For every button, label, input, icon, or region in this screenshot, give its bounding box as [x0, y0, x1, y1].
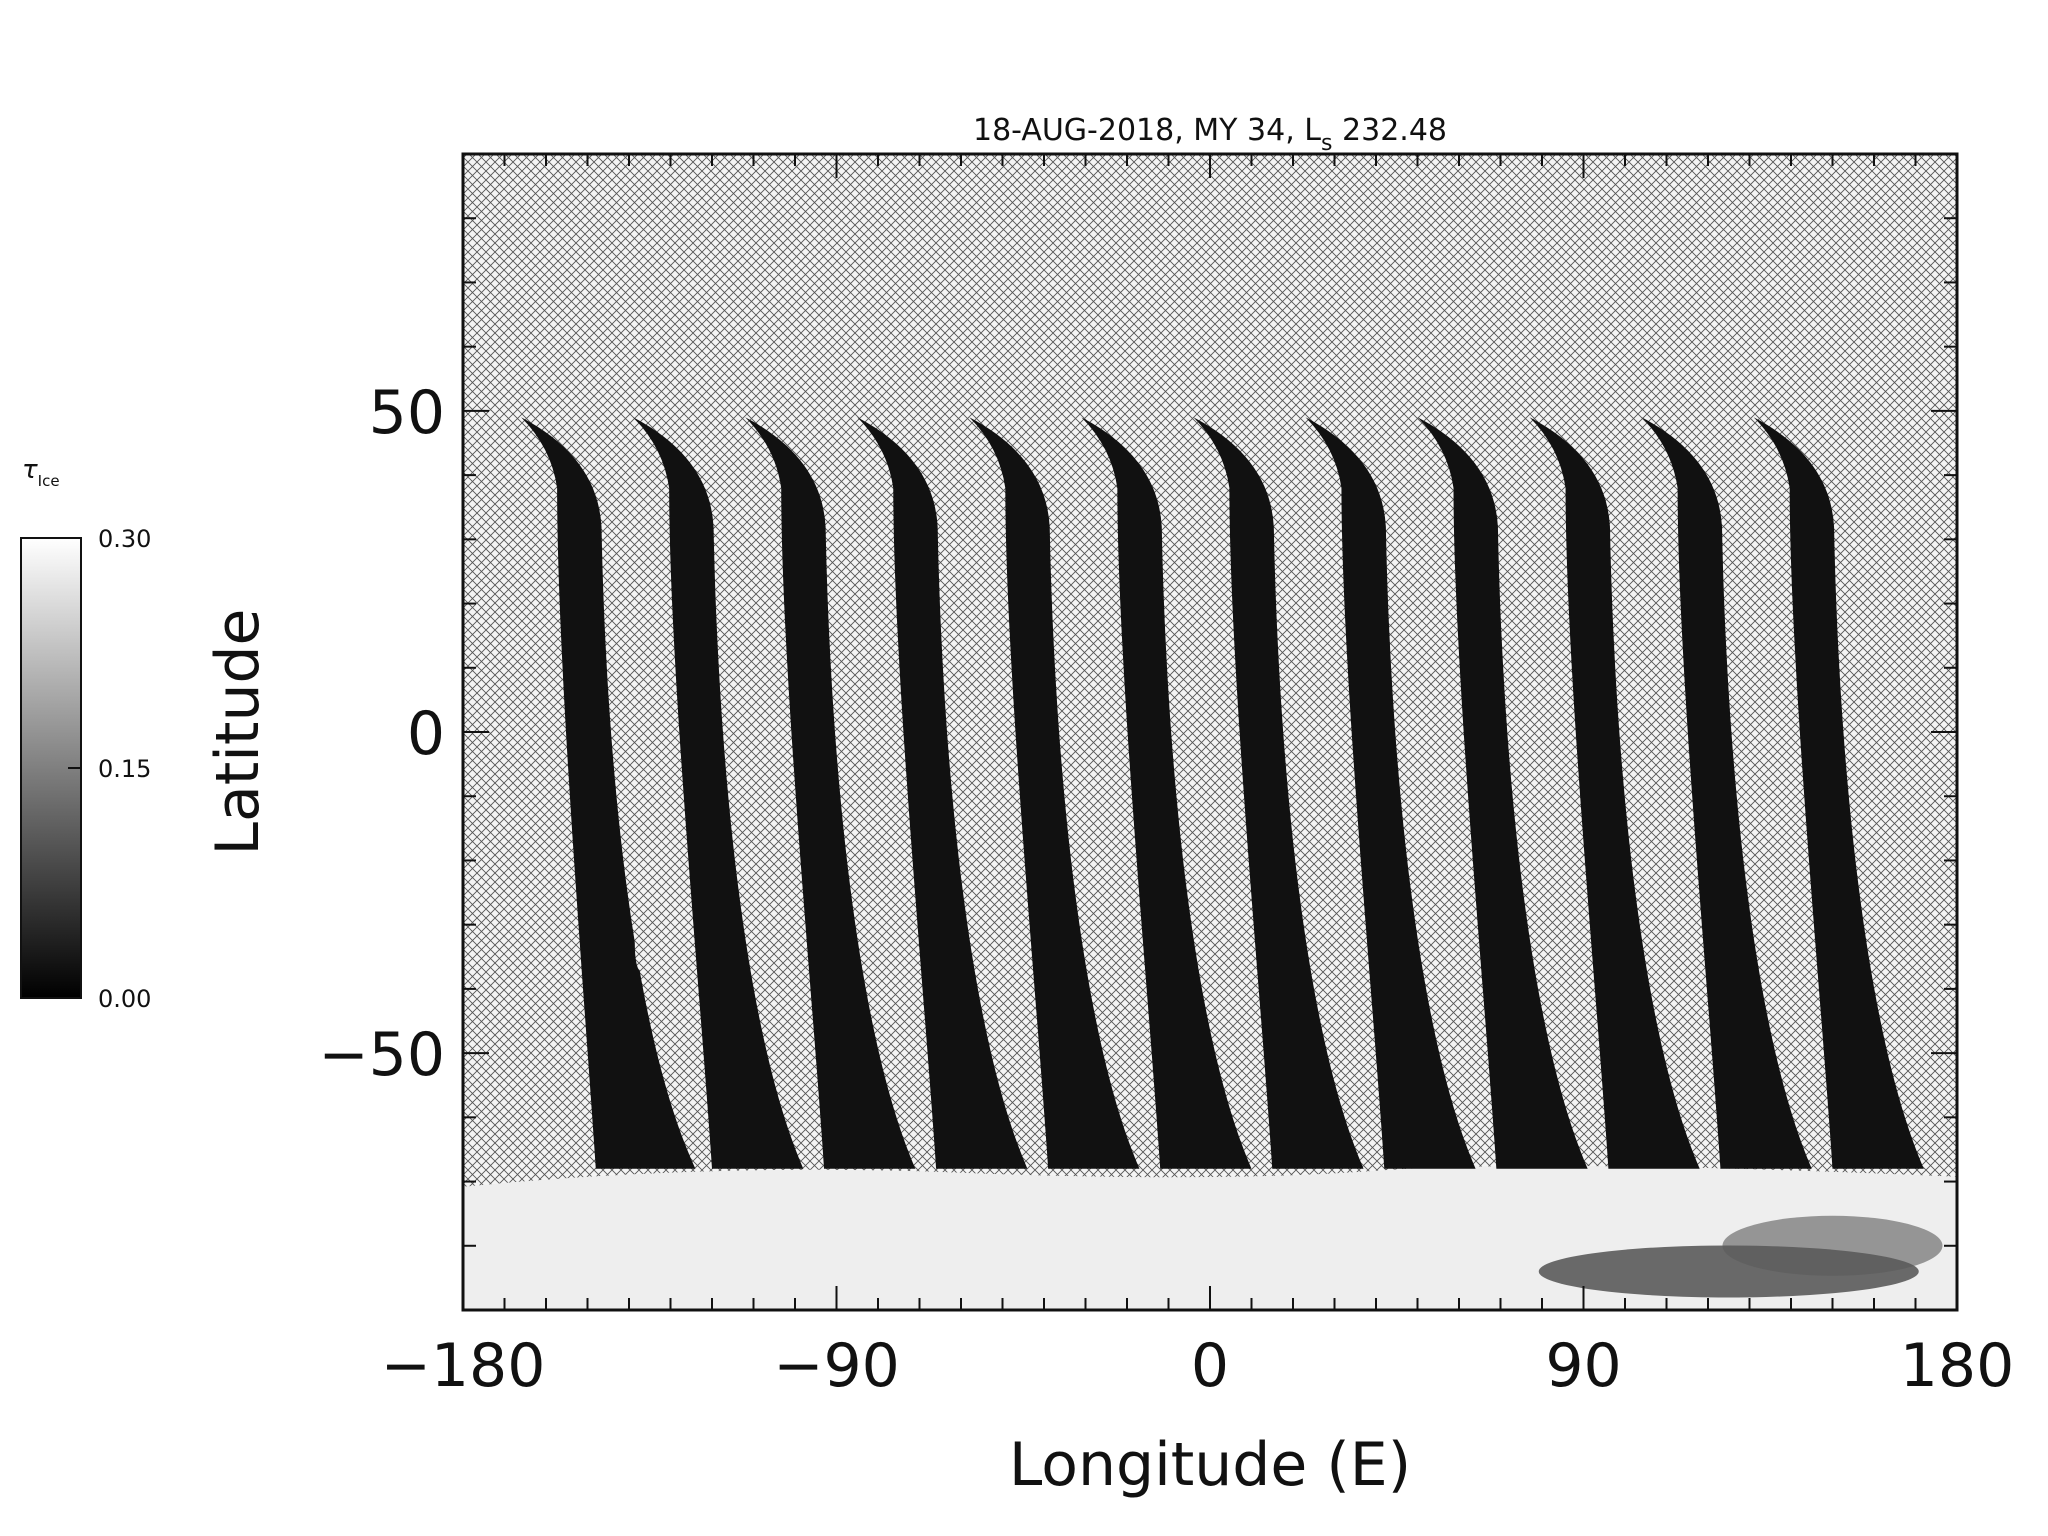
chart-title: 18-AUG-2018, MY 34, Ls 232.48	[973, 113, 1447, 156]
y-tick-label: −50	[318, 1020, 445, 1090]
colorbar-label-subscript: Ice	[38, 472, 60, 490]
x-tick-labels: −180 −90 0 90 180	[381, 1331, 2015, 1401]
orbit-swath	[1641, 417, 1812, 1169]
swath-gap	[1423, 917, 1434, 970]
chart-title-tail: 232.48	[1332, 113, 1447, 148]
swath-gap	[634, 917, 645, 970]
swath-gap	[1871, 917, 1882, 970]
swath-gap	[1311, 917, 1322, 970]
x-axis-label: Longitude (E)	[1009, 1430, 1411, 1500]
y-tick-labels: −50 0 50	[318, 378, 445, 1090]
chart-title-subscript: s	[1321, 131, 1332, 156]
x-tick-label: 0	[1191, 1331, 1229, 1401]
orbit-swath	[521, 417, 696, 1169]
colorbar-ticks: 0.00 0.15 0.30	[68, 525, 151, 1013]
swath-gap	[1647, 917, 1658, 970]
swath-gap	[975, 917, 986, 970]
orbit-swath	[857, 417, 1028, 1169]
y-tick-label: 0	[407, 699, 445, 769]
y-axis-label: Latitude	[203, 609, 273, 856]
orbit-swath	[969, 417, 1140, 1169]
data-layer	[463, 417, 1957, 1310]
swath-gap	[863, 917, 874, 970]
orbit-swath	[1529, 417, 1700, 1169]
swath-gap	[1087, 917, 1098, 970]
colorbar-label: τIce	[22, 455, 60, 490]
orbit-swath	[1193, 417, 1364, 1169]
x-tick-label: 180	[1900, 1331, 2015, 1401]
x-tick-label: −180	[381, 1331, 546, 1401]
swath-gap	[1759, 917, 1770, 970]
hood-dark-patch	[1722, 1215, 1943, 1276]
x-tick-label: 90	[1545, 1331, 1621, 1401]
orbit-swath	[1417, 417, 1588, 1169]
swath-gap	[1199, 917, 1210, 970]
orbit-swath	[745, 417, 916, 1169]
colorbar-tick-label: 0.00	[98, 985, 151, 1013]
orbit-swath	[633, 417, 804, 1169]
orbit-swath	[1081, 417, 1252, 1169]
colorbar-tick-label: 0.15	[98, 755, 151, 783]
axis-ticks	[462, 154, 1958, 1310]
colorbar-tick-label: 0.30	[98, 525, 151, 553]
swath-gap	[1535, 917, 1546, 970]
y-tick-label: 50	[369, 378, 445, 448]
swath-gap	[751, 917, 761, 970]
x-tick-label: −90	[773, 1331, 900, 1401]
orbit-swath	[1305, 417, 1476, 1169]
orbit-swath	[1753, 417, 1924, 1169]
